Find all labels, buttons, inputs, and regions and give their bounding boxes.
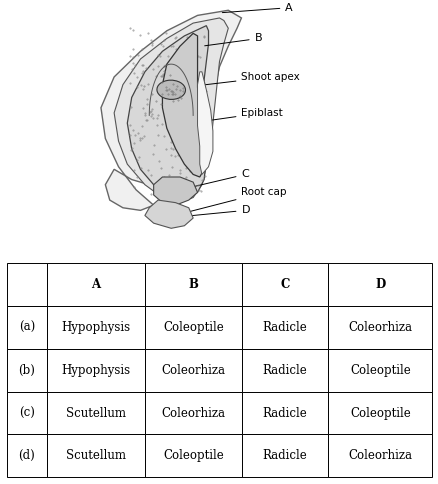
Bar bbox=[7, 263, 47, 306]
Text: Radicle: Radicle bbox=[262, 449, 307, 462]
Text: Coleoptile: Coleoptile bbox=[349, 364, 410, 377]
Bar bbox=[242, 263, 328, 306]
Text: Coleoptile: Coleoptile bbox=[162, 321, 223, 334]
Text: Scutellum: Scutellum bbox=[66, 407, 126, 420]
Bar bbox=[7, 392, 47, 435]
Bar bbox=[145, 349, 242, 392]
Bar bbox=[47, 392, 145, 435]
Text: Root cap: Root cap bbox=[187, 187, 286, 212]
Text: Shoot apex: Shoot apex bbox=[187, 72, 300, 87]
Text: Hypophysis: Hypophysis bbox=[61, 364, 131, 377]
Ellipse shape bbox=[156, 80, 185, 99]
Polygon shape bbox=[153, 177, 197, 205]
Text: C: C bbox=[280, 278, 289, 291]
Text: (a): (a) bbox=[19, 321, 35, 334]
Text: D: D bbox=[169, 205, 249, 218]
Text: A: A bbox=[222, 3, 292, 13]
Bar bbox=[328, 435, 431, 477]
Text: C: C bbox=[193, 169, 249, 187]
Polygon shape bbox=[162, 33, 204, 177]
Bar bbox=[242, 435, 328, 477]
Text: Epiblast: Epiblast bbox=[211, 108, 283, 120]
Polygon shape bbox=[101, 10, 241, 211]
Text: B: B bbox=[188, 278, 198, 291]
Text: A: A bbox=[91, 278, 100, 291]
Text: Radicle: Radicle bbox=[262, 364, 307, 377]
Bar bbox=[145, 306, 242, 349]
Bar bbox=[7, 435, 47, 477]
Bar bbox=[47, 435, 145, 477]
Text: Radicle: Radicle bbox=[262, 321, 307, 334]
Bar bbox=[145, 435, 242, 477]
Text: Coleoptile: Coleoptile bbox=[349, 407, 410, 420]
Text: Coleorhiza: Coleorhiza bbox=[347, 321, 411, 334]
Bar bbox=[328, 306, 431, 349]
Text: (d): (d) bbox=[18, 449, 35, 462]
Bar bbox=[242, 306, 328, 349]
Bar bbox=[47, 306, 145, 349]
Text: (b): (b) bbox=[18, 364, 35, 377]
Text: Coleoptile: Coleoptile bbox=[162, 449, 223, 462]
Text: B: B bbox=[204, 33, 261, 46]
Text: Radicle: Radicle bbox=[262, 407, 307, 420]
Text: D: D bbox=[374, 278, 385, 291]
Bar bbox=[328, 392, 431, 435]
Bar bbox=[242, 349, 328, 392]
Polygon shape bbox=[114, 18, 228, 203]
Bar bbox=[7, 349, 47, 392]
Text: Coleorhiza: Coleorhiza bbox=[161, 407, 225, 420]
Bar bbox=[47, 349, 145, 392]
Bar bbox=[145, 392, 242, 435]
Bar bbox=[7, 306, 47, 349]
Polygon shape bbox=[127, 26, 208, 197]
Text: Hypophysis: Hypophysis bbox=[61, 321, 131, 334]
Bar bbox=[47, 263, 145, 306]
Bar bbox=[328, 263, 431, 306]
Text: Scutellum: Scutellum bbox=[66, 449, 126, 462]
Bar bbox=[242, 392, 328, 435]
Polygon shape bbox=[197, 72, 212, 174]
Bar bbox=[328, 349, 431, 392]
Bar bbox=[145, 263, 242, 306]
Text: Coleorhiza: Coleorhiza bbox=[161, 364, 225, 377]
Text: Coleorhiza: Coleorhiza bbox=[347, 449, 411, 462]
Text: (c): (c) bbox=[19, 407, 35, 420]
Polygon shape bbox=[145, 200, 193, 228]
